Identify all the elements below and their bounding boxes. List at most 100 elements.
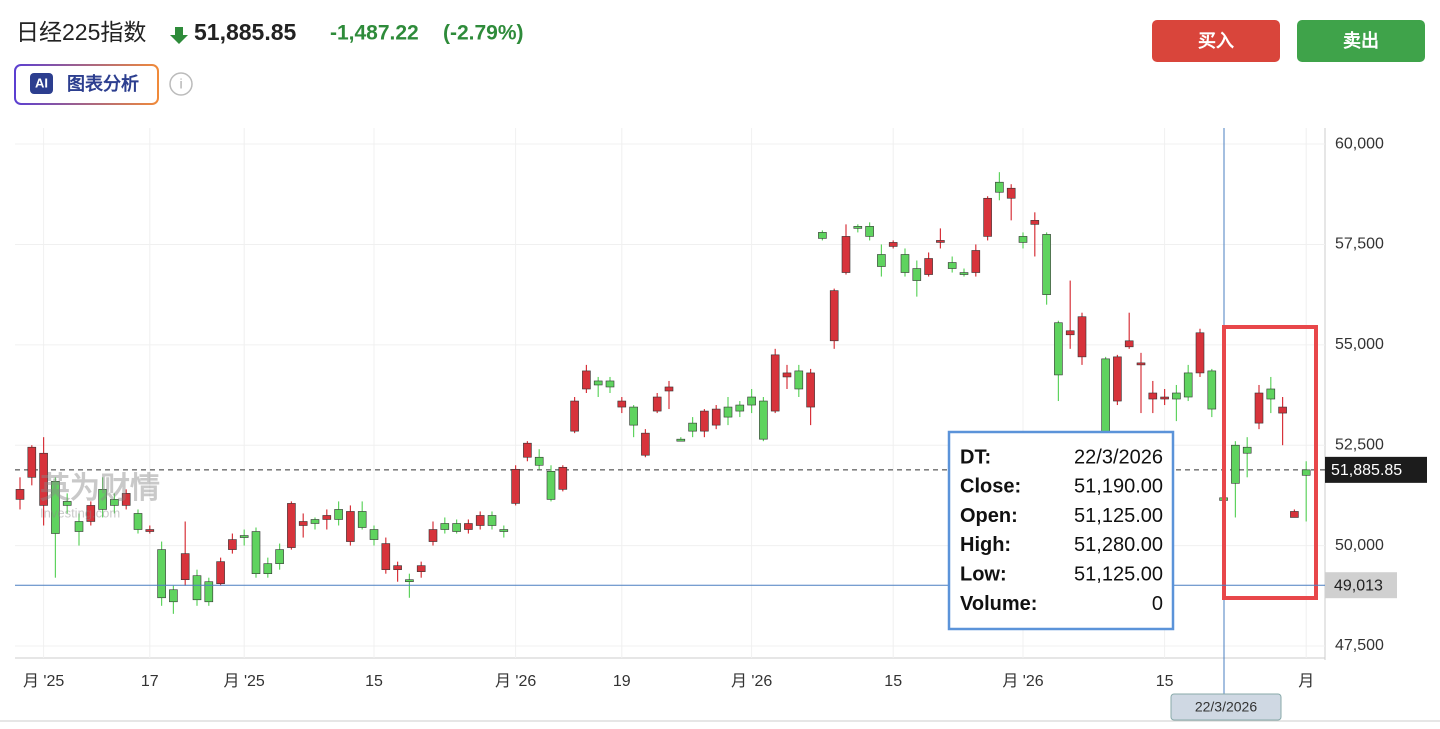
candle-body bbox=[1101, 358, 1110, 440]
buy-label: 买入 bbox=[1198, 31, 1234, 51]
candle-body bbox=[546, 470, 556, 500]
crosshair-date-box bbox=[1170, 693, 1282, 721]
y-tick-label: 50,000 bbox=[1335, 537, 1384, 554]
candle-body bbox=[1054, 322, 1063, 376]
tooltip-value: 0 bbox=[1152, 593, 1163, 615]
candle-body bbox=[133, 513, 143, 530]
tooltip-key: Low: bbox=[960, 563, 1007, 585]
y-tick-label: 47,500 bbox=[1335, 637, 1384, 654]
sell-button[interactable] bbox=[1297, 20, 1425, 62]
tooltip-key: Volume: bbox=[960, 593, 1037, 615]
x-tick-label: 15 bbox=[365, 673, 383, 690]
watermark: 英为财情 bbox=[40, 472, 160, 505]
y-tick-label: 52,500 bbox=[1335, 436, 1384, 453]
candle-body bbox=[1195, 332, 1205, 374]
candle-body bbox=[853, 226, 863, 229]
candle-body bbox=[711, 408, 721, 426]
candle-body bbox=[582, 370, 591, 390]
tooltip-value: 51,280.00 bbox=[1074, 534, 1163, 556]
candle-body bbox=[888, 242, 898, 247]
candle-body bbox=[570, 400, 579, 432]
candle-body bbox=[499, 529, 509, 532]
candle-body bbox=[169, 589, 178, 603]
price: 51,885.85 bbox=[194, 19, 297, 45]
candle-body bbox=[204, 581, 214, 603]
candle-body bbox=[452, 523, 461, 532]
candle-body bbox=[936, 240, 945, 243]
candle-body bbox=[995, 181, 1004, 193]
candle-body bbox=[1160, 396, 1169, 400]
tooltip-value: 22/3/2026 bbox=[1074, 446, 1163, 468]
candle-body bbox=[228, 539, 237, 550]
tooltip-value: 51,125.00 bbox=[1074, 505, 1163, 527]
candle-body bbox=[121, 493, 131, 506]
candle-body bbox=[971, 250, 981, 273]
candle-body bbox=[688, 422, 697, 432]
candle-body bbox=[652, 396, 662, 412]
candle-body bbox=[1183, 372, 1193, 398]
y-tick-label: 60,000 bbox=[1335, 135, 1384, 152]
title: 日经225指数 bbox=[16, 19, 146, 45]
candle-body bbox=[1030, 220, 1040, 225]
candle-body bbox=[900, 254, 910, 273]
candle-body bbox=[770, 354, 780, 412]
candle-body bbox=[1207, 370, 1217, 410]
x-tick-label: 15 bbox=[884, 673, 902, 690]
candle-body bbox=[664, 386, 674, 392]
buy-button[interactable] bbox=[1152, 20, 1280, 62]
candle-body bbox=[1266, 388, 1276, 400]
x-tick-label: 月 '26 bbox=[495, 673, 536, 690]
x-tick-label: 月 '25 bbox=[224, 673, 265, 690]
x-tick-label: 月 '25 bbox=[23, 673, 64, 690]
candle-body bbox=[1113, 356, 1122, 402]
change-pct: (-2.79%) bbox=[443, 22, 524, 45]
candle-body bbox=[641, 432, 650, 456]
x-tick-label: 17 bbox=[141, 673, 159, 690]
down-arrow bbox=[170, 27, 188, 44]
candle-body bbox=[877, 254, 886, 267]
candle-body bbox=[157, 549, 166, 599]
candle-body bbox=[346, 511, 355, 542]
candle-body bbox=[1077, 316, 1087, 358]
highlight-box bbox=[1222, 325, 1318, 600]
candle-body bbox=[74, 521, 84, 532]
candle-body bbox=[1018, 236, 1028, 243]
candle-body bbox=[617, 400, 627, 408]
y-tick-label: 57,500 bbox=[1335, 236, 1384, 253]
tooltip-key: Close: bbox=[960, 476, 1021, 498]
candle-body bbox=[747, 396, 756, 406]
candle-body bbox=[1254, 392, 1264, 424]
candle-body bbox=[15, 489, 25, 500]
candle-body bbox=[558, 466, 568, 490]
candle-body bbox=[405, 579, 414, 583]
candle-body bbox=[700, 410, 709, 432]
candle-body bbox=[759, 400, 768, 440]
tooltip: DT: 22/3/2026 Close: 51,190.00 Open: 51,125.0… bbox=[947, 430, 1175, 631]
candle-body bbox=[1278, 406, 1287, 414]
candle-body bbox=[676, 438, 686, 442]
tooltip-value: 51,125.00 bbox=[1074, 563, 1163, 585]
watermark-sub: Investing.com bbox=[40, 505, 120, 520]
candle-body bbox=[1148, 392, 1158, 400]
candle-body bbox=[723, 406, 733, 418]
crosshair-price-box bbox=[1325, 572, 1397, 599]
info-i: i bbox=[179, 76, 182, 92]
candle-body bbox=[1172, 392, 1181, 400]
ai-label: 图表分析 bbox=[67, 73, 139, 94]
candle-body bbox=[145, 529, 155, 532]
candle-body bbox=[357, 511, 367, 528]
candle-body bbox=[841, 236, 851, 273]
info-icon[interactable] bbox=[169, 72, 193, 96]
candle-body bbox=[287, 503, 296, 548]
candle-body bbox=[1006, 187, 1016, 199]
y-tick-label: 55,000 bbox=[1335, 336, 1384, 353]
x-tick-label: 月 bbox=[1298, 673, 1314, 690]
candle-body bbox=[239, 535, 249, 538]
candle-body bbox=[334, 509, 343, 520]
last-price-box bbox=[1325, 456, 1427, 483]
candle-body bbox=[487, 515, 497, 526]
candle-body bbox=[912, 268, 922, 281]
candle-body bbox=[475, 515, 485, 526]
candle-body bbox=[440, 523, 450, 530]
crosshair-date: 22/3/2026 bbox=[1195, 699, 1257, 715]
